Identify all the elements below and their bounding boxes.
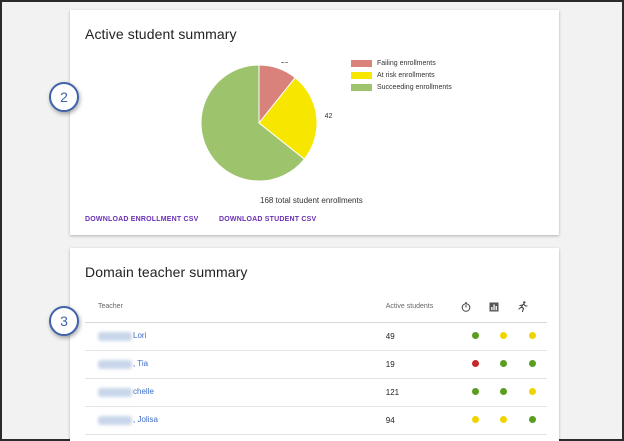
active-students-cell: 49 [383, 322, 461, 351]
redacted-name [98, 387, 132, 397]
status-dot-green [471, 387, 479, 395]
status-dot-red [471, 359, 479, 367]
redacted-name [98, 359, 132, 369]
total-enrollments-text: 168 total student enrollments [260, 196, 363, 205]
teacher-name-link[interactable]: Lori [133, 331, 147, 341]
download-student-csv-button[interactable]: DOWNLOAD STUDENT CSV [219, 216, 317, 223]
redacted-name [98, 331, 132, 341]
status-dot-green [500, 359, 508, 367]
active-students-cell: 19 [383, 350, 461, 379]
teacher-cell: , Jolisa [85, 406, 384, 435]
timer-column-header[interactable] [460, 292, 490, 323]
status-dot-yellow [471, 415, 479, 423]
status-dot-green [500, 387, 508, 395]
teacher-cell: chelle [85, 378, 384, 407]
bar-chart-column-header[interactable] [489, 292, 519, 323]
status-dot-yellow [529, 331, 537, 339]
teacher-cell: Lori [85, 322, 384, 351]
teacher-column-header[interactable]: Teacher [85, 292, 384, 323]
status-cell [518, 406, 547, 435]
status-cell [518, 350, 547, 379]
timer-icon [461, 302, 471, 312]
step-3-badge: 3 [49, 306, 79, 336]
active-student-summary-title: Active student summary [85, 26, 237, 42]
enrollment-pie-chart: 1842108 [200, 62, 333, 182]
teacher-cell: , Tia [85, 350, 384, 379]
status-cell [518, 322, 547, 351]
table-row: Lori 49 [85, 322, 547, 351]
status-cell [489, 322, 519, 351]
pie-slice-succeeding-enrollments[interactable] [200, 64, 306, 182]
pie-slice-at-risk-enrollments[interactable] [258, 76, 318, 160]
status-cell [460, 322, 490, 351]
status-cell [460, 406, 490, 435]
active-student-summary-card: Active student summary 1842108 Failing e… [70, 10, 559, 235]
table-row: , Tia 19 [85, 350, 547, 379]
pie-legend: Failing enrollments At risk enrollments … [351, 57, 452, 93]
legend-label-at-risk: At risk enrollments [377, 71, 435, 79]
legend-swatch-succeeding [351, 83, 372, 91]
active-students-column-header[interactable]: Active students [383, 292, 461, 323]
legend-swatch-failing [351, 59, 372, 67]
legend-label-succeeding: Succeeding enrollments [377, 83, 452, 91]
legend-item-succeeding: Succeeding enrollments [351, 81, 452, 93]
legend-item-at-risk: At risk enrollments [351, 69, 452, 81]
teacher-name-link[interactable]: , Tia [133, 359, 149, 369]
legend-label-failing: Failing enrollments [377, 59, 436, 67]
pie-value-label: 42 [325, 113, 333, 120]
teacher-table: Teacher Active students [85, 292, 547, 435]
running-column-header[interactable] [518, 292, 547, 323]
step-2-badge: 2 [49, 82, 79, 112]
table-row: , Jolisa 94 [85, 406, 547, 435]
status-dot-yellow [500, 415, 508, 423]
active-students-cell: 121 [383, 378, 461, 407]
status-cell [489, 406, 519, 435]
active-students-cell: 94 [383, 406, 461, 435]
teacher-name-link[interactable]: chelle [133, 387, 154, 397]
teacher-name-link[interactable]: , Jolisa [133, 415, 158, 425]
table-row: chelle 121 [85, 378, 547, 407]
redacted-name [98, 415, 132, 425]
status-dot-green [529, 415, 537, 423]
download-enrollment-csv-button[interactable]: DOWNLOAD ENROLLMENT CSV [85, 216, 199, 223]
status-cell [460, 350, 490, 379]
teacher-table-header: Teacher Active students [85, 292, 547, 323]
domain-teacher-summary-card: Domain teacher summary Teacher Active st… [70, 248, 559, 441]
status-cell [518, 378, 547, 407]
legend-swatch-at-risk [351, 71, 372, 79]
status-cell [460, 378, 490, 407]
status-cell [489, 378, 519, 407]
legend-item-failing: Failing enrollments [351, 57, 452, 69]
running-person-icon [518, 301, 528, 313]
status-dot-green [529, 359, 537, 367]
status-dot-yellow [500, 331, 508, 339]
status-cell [489, 350, 519, 379]
bar-chart-icon [489, 302, 499, 312]
status-dot-green [471, 331, 479, 339]
status-dot-yellow [529, 387, 537, 395]
pie-value-label: 18 [281, 62, 289, 65]
domain-teacher-summary-title: Domain teacher summary [85, 264, 248, 280]
